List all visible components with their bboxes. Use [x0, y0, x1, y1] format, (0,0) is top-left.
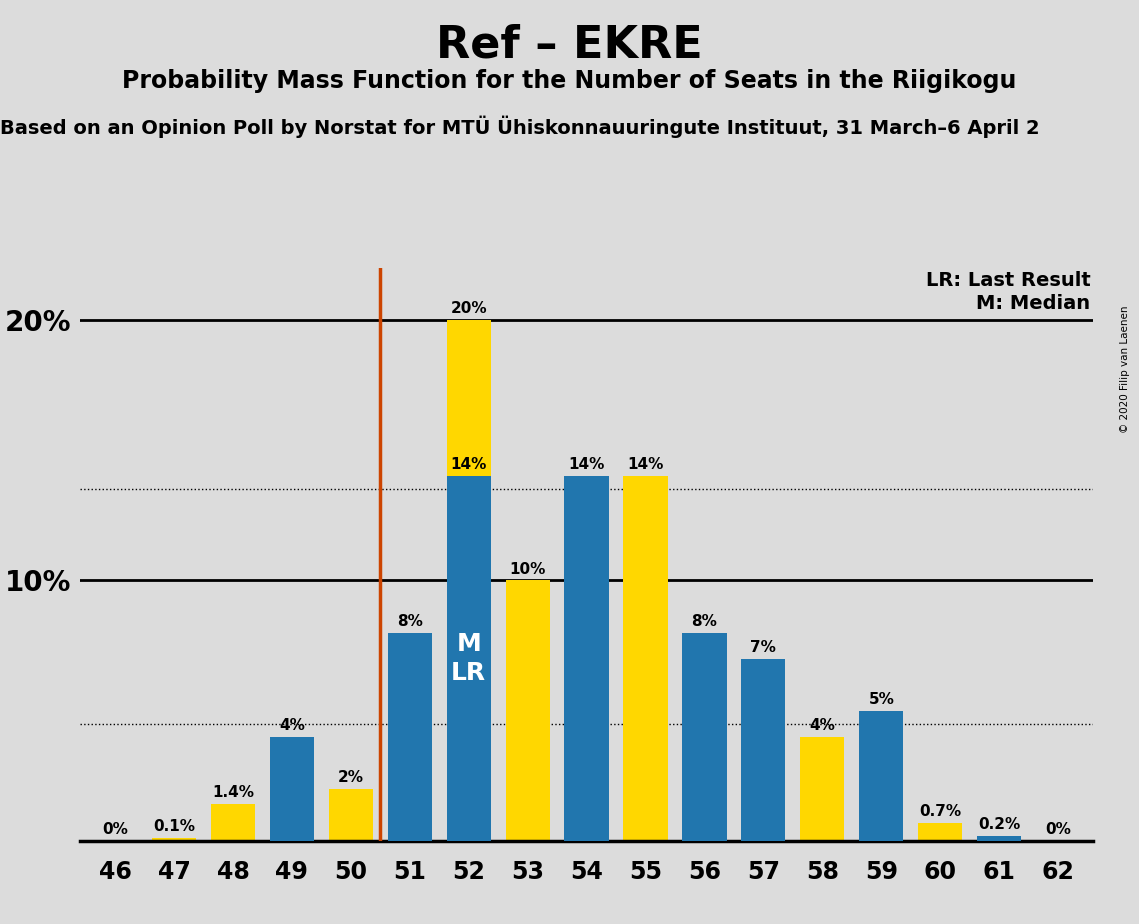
- Text: 10%: 10%: [509, 562, 546, 577]
- Text: Probability Mass Function for the Number of Seats in the Riigikogu: Probability Mass Function for the Number…: [122, 69, 1017, 93]
- Bar: [151, 838, 196, 841]
- Text: 14%: 14%: [568, 457, 605, 472]
- Text: 0.7%: 0.7%: [919, 804, 961, 819]
- Text: M
LR: M LR: [451, 632, 486, 686]
- Bar: [211, 805, 255, 841]
- Text: 0.2%: 0.2%: [978, 817, 1021, 832]
- Bar: [270, 736, 314, 841]
- Bar: [859, 711, 903, 841]
- Text: LR: Last Result: LR: Last Result: [926, 271, 1090, 289]
- Text: 7%: 7%: [751, 639, 777, 654]
- Bar: [682, 633, 727, 841]
- Text: 0%: 0%: [103, 822, 128, 837]
- Bar: [446, 320, 491, 841]
- Text: 8%: 8%: [691, 614, 718, 628]
- Bar: [506, 580, 550, 841]
- Text: 20%: 20%: [450, 301, 487, 316]
- Text: 0.1%: 0.1%: [153, 820, 195, 834]
- Text: 14%: 14%: [451, 457, 486, 472]
- Bar: [801, 736, 844, 841]
- Text: M: Median: M: Median: [976, 294, 1090, 313]
- Text: 5%: 5%: [868, 692, 894, 707]
- Bar: [329, 789, 372, 841]
- Text: 2%: 2%: [338, 770, 363, 784]
- Bar: [918, 822, 962, 841]
- Text: © 2020 Filip van Laenen: © 2020 Filip van Laenen: [1121, 306, 1130, 433]
- Text: 1.4%: 1.4%: [212, 785, 254, 800]
- Bar: [446, 476, 491, 841]
- Bar: [977, 835, 1022, 841]
- Text: 0%: 0%: [1046, 822, 1071, 837]
- Text: 4%: 4%: [810, 718, 835, 733]
- Bar: [623, 476, 667, 841]
- Text: Based on an Opinion Poll by Norstat for MTÜ Ühiskonnauuringute Instituut, 31 Mar: Based on an Opinion Poll by Norstat for …: [0, 116, 1040, 138]
- Text: 14%: 14%: [628, 457, 664, 472]
- Text: 4%: 4%: [279, 718, 305, 733]
- Bar: [741, 659, 786, 841]
- Bar: [565, 476, 608, 841]
- Bar: [387, 633, 432, 841]
- Text: Ref – EKRE: Ref – EKRE: [436, 23, 703, 67]
- Text: 8%: 8%: [396, 614, 423, 628]
